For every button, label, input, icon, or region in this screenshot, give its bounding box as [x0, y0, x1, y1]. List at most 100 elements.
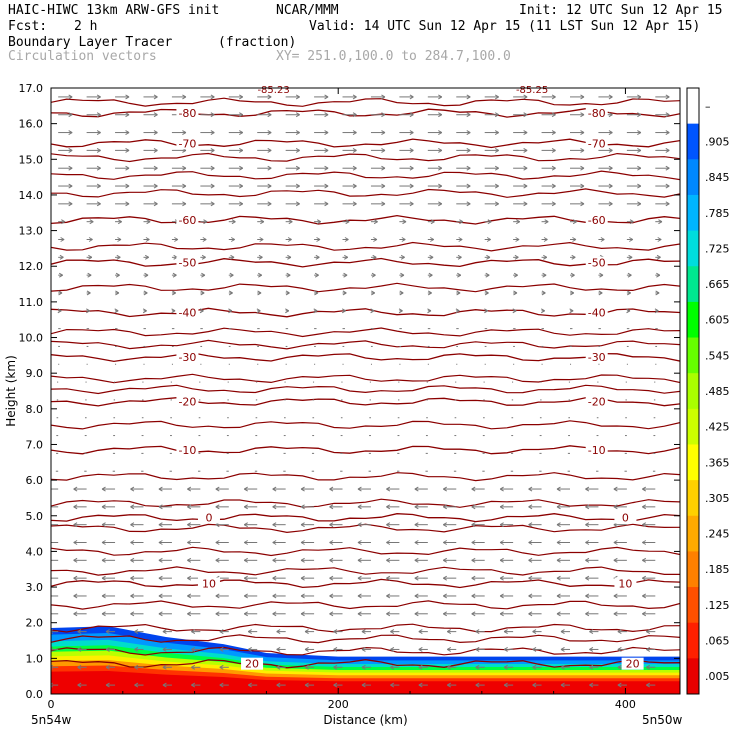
circulation-vector-head [471, 540, 476, 545]
circulation-vector-head [427, 308, 432, 314]
circulation-vector-head [96, 165, 101, 171]
circulation-vector-head [300, 522, 305, 528]
circulation-vector-head [276, 664, 281, 670]
circulation-vector-head [608, 183, 613, 189]
circulation-vector-head [191, 647, 196, 652]
valid-time: Valid: 14 UTC Sun 12 Apr 15 (11 LST Sun … [309, 19, 701, 34]
circulation-vector-head [627, 272, 632, 278]
circulation-vector-head [532, 647, 537, 652]
x-tick-label: 200 [328, 698, 349, 711]
temperature-contour [51, 138, 680, 149]
circulation-vector-head [357, 486, 362, 492]
circulation-vector-head [239, 183, 244, 189]
circulation-vector-head [130, 611, 135, 617]
circulation-vector-head [617, 647, 622, 652]
circulation-vector-head [438, 130, 443, 135]
circulation-vector-head [599, 272, 604, 278]
circulation-vector-head [329, 522, 334, 528]
contour-label: -85.23 [257, 85, 289, 96]
circulation-vector-head [77, 629, 82, 635]
y-tick-label: 8.0 [26, 403, 44, 416]
colorbar-label: .185 [705, 563, 730, 576]
circulation-vector-head [45, 505, 49, 509]
circulation-vector-head [466, 183, 471, 189]
circulation-vector-head [409, 147, 414, 153]
circulation-vector-head [125, 201, 130, 207]
circulation-vector-head [629, 219, 634, 225]
circulation-vector-head [96, 130, 101, 135]
circulation-vector-head [608, 147, 613, 153]
circulation-vector-head [475, 647, 480, 652]
contour-label-bg [176, 106, 199, 119]
circulation-vector-head [210, 130, 215, 135]
circulation-vector-head [101, 575, 106, 581]
circulation-vector-head [88, 254, 93, 260]
contour-label: -50 [588, 257, 606, 270]
circulation-vector-head [329, 611, 334, 617]
circulation-vector-head [528, 557, 533, 563]
circulation-vector-head [381, 130, 386, 135]
circulation-vector-head [513, 290, 518, 296]
contour-label: -70 [588, 137, 606, 150]
circulation-vector-head [77, 682, 82, 688]
circulation-vector-head [499, 522, 504, 528]
colorbar-swatch [687, 88, 699, 125]
circulation-vector-head [381, 147, 386, 153]
circulation-vector-head [494, 183, 499, 189]
circulation-vector-head [430, 219, 435, 225]
circulation-vector-head [443, 557, 448, 563]
colorbar-label: .485 [705, 385, 730, 398]
circulation-vector-head [96, 112, 101, 118]
circulation-vector-head [134, 629, 139, 635]
circulation-vector-head [219, 682, 224, 688]
circulation-vector-head [443, 611, 448, 617]
contour-label: -60 [178, 214, 196, 227]
circulation-vector-head [475, 682, 480, 688]
colorbar-swatch [687, 515, 699, 552]
circulation-vector-head [551, 147, 556, 153]
circulation-vector-head [267, 112, 272, 118]
circulation-vector-head [494, 112, 499, 118]
circulation-vector-head [637, 165, 642, 171]
circulation-vector-head [182, 201, 187, 207]
circulation-vector-head [613, 504, 618, 510]
temperature-contour [51, 373, 680, 384]
colorbar-label: .365 [705, 456, 730, 469]
circulation-vector-head [101, 593, 106, 599]
circulation-vector-head [162, 664, 167, 670]
circulation-vector-head [158, 504, 163, 510]
circulation-vector-head [267, 130, 272, 135]
circulation-vector-head [276, 629, 281, 635]
circulation-vector-head [158, 486, 163, 492]
circulation-vector-head [295, 147, 300, 153]
circulation-vector-head [443, 486, 448, 492]
circulation-vector-head [45, 594, 49, 598]
circulation-vector-head [585, 522, 590, 528]
temperature-contour [51, 523, 680, 534]
circulation-vector-head [143, 290, 148, 296]
circulation-vector-head [300, 611, 305, 617]
circulation-vector-head [637, 112, 642, 118]
circulation-vector-head [560, 682, 565, 688]
circulation-vector-head [589, 647, 594, 652]
y-tick-label: 10.0 [19, 332, 44, 345]
contour-label-bg [614, 511, 637, 524]
circulation-vector-head [96, 183, 101, 189]
circulation-vector-head [86, 290, 91, 296]
circulation-vector-head [230, 254, 235, 260]
y-tick-label: 15.0 [19, 153, 44, 166]
temperature-contour [51, 352, 680, 363]
circulation-vector-head [77, 647, 82, 652]
circulation-vector-head [285, 308, 290, 314]
circulation-vector-head [654, 308, 659, 314]
circulation-vector-head [443, 575, 448, 581]
circulation-vector-head [272, 540, 277, 545]
y-tick-label: 6.0 [26, 474, 44, 487]
circulation-vector-head [267, 165, 272, 171]
circulation-vector-head [230, 237, 235, 242]
circulation-vector-head [51, 682, 53, 688]
colorbar-swatch [687, 658, 699, 695]
colorbar-swatch [687, 194, 699, 232]
circulation-vector-head [125, 112, 130, 118]
circulation-vector-head [200, 290, 205, 296]
